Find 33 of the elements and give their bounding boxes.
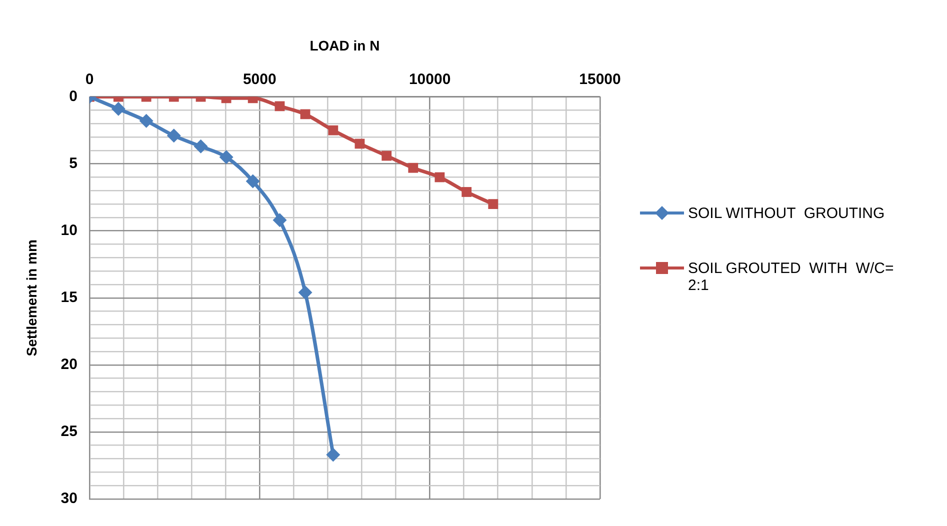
y-tick-label: 5 xyxy=(69,154,78,172)
y-tick-label: 0 xyxy=(69,88,78,105)
y-tick-label: 25 xyxy=(60,423,78,440)
point xyxy=(328,125,338,136)
point xyxy=(382,150,392,161)
point xyxy=(326,448,340,462)
point xyxy=(462,187,472,197)
point xyxy=(298,286,312,300)
point xyxy=(111,102,126,116)
point xyxy=(272,213,287,228)
y-tick-label: 30 xyxy=(60,490,78,508)
x-axis-title: LOAD in N xyxy=(310,37,380,54)
point xyxy=(434,172,445,182)
legend-label: SOIL GROUTED WITH W/C= 2:1 xyxy=(688,260,895,294)
point xyxy=(488,199,498,210)
legend-label: SOIL WITHOUT GROUTING xyxy=(688,205,885,222)
y-tick-label: 20 xyxy=(60,356,78,374)
point xyxy=(274,101,285,112)
point xyxy=(300,109,310,120)
point xyxy=(219,150,234,164)
point xyxy=(194,139,208,154)
x-tick-label: 15000 xyxy=(579,70,621,88)
point xyxy=(246,174,260,188)
y-tick-label: 15 xyxy=(60,289,78,306)
point xyxy=(166,128,181,143)
point xyxy=(408,162,418,173)
x-tick-label: 0 xyxy=(85,70,94,88)
point xyxy=(139,114,154,128)
x-tick-label: 10000 xyxy=(408,70,451,88)
y-tick-label: 10 xyxy=(60,222,78,240)
y-axis-title: Settlement in mm xyxy=(23,240,40,356)
point xyxy=(354,138,365,149)
x-tick-label: 5000 xyxy=(242,70,276,88)
